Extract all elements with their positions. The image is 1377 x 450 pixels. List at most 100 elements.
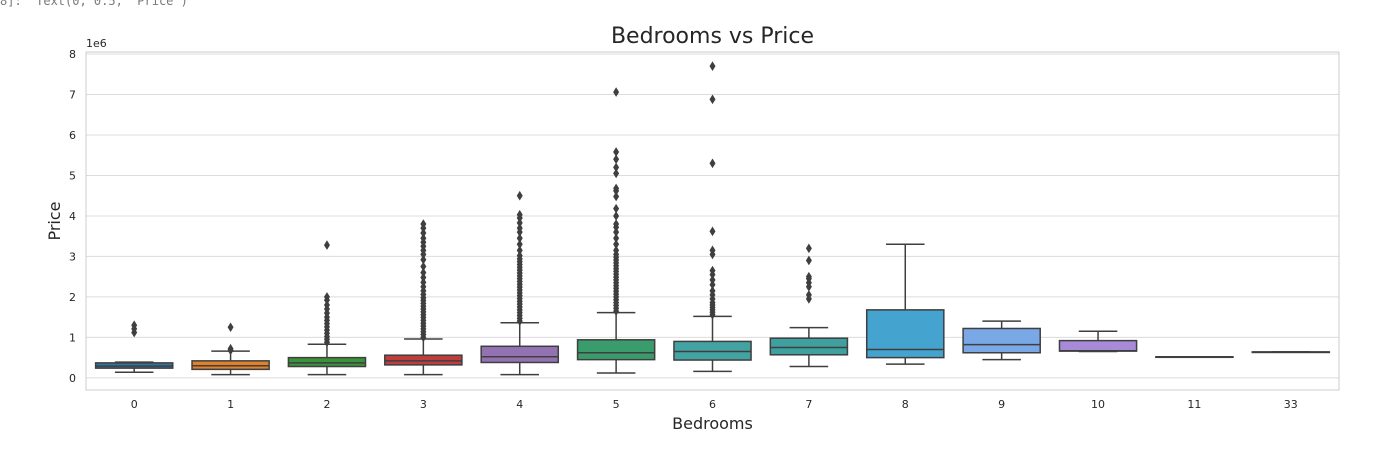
outlier-point [709,94,716,105]
outlier-point [516,239,523,250]
x-tick-label: 5 [613,398,620,411]
outlier-point [613,154,620,165]
outlier-point [805,271,812,282]
box-iqr [287,356,367,368]
outlier-point [613,147,620,157]
outlier-point [709,275,716,285]
y-tick-label: 4 [69,210,76,223]
outlier-point [516,233,523,244]
x-tick-label: 2 [323,398,330,411]
outlier-point [613,203,620,214]
box-iqr [769,337,849,356]
box-group-8 [865,243,945,365]
y-tick-label: 5 [69,169,76,182]
outlier-point [516,223,523,233]
box-group-6 [673,61,752,373]
outlier-point [613,219,620,229]
x-tick-labels: 0 1 2 3 4 5 6 7 8 9 10 11 33 [131,398,1298,411]
outlier-point [709,61,716,71]
x-tick-label: 10 [1091,398,1105,411]
box-group-4 [480,190,560,376]
outlier-point [516,250,523,261]
outlier-point [613,233,620,244]
outlier-point [420,272,427,283]
x-tick-label: 33 [1284,398,1298,411]
x-tick-label: 3 [420,398,427,411]
outlier-point [613,211,620,221]
outlier-point [805,243,812,254]
y-tick-label: 7 [69,89,76,102]
box-iqr [576,339,656,361]
outlier-point [709,226,716,237]
box-iqr [1058,339,1138,352]
box-group-0 [94,320,174,373]
outlier-point [323,292,330,302]
outlier-point [420,261,427,272]
y-axis-label: Price [45,201,64,240]
outlier-point [613,227,620,237]
outlier-point [613,168,620,179]
x-tick-label: 11 [1187,398,1201,411]
x-tick-label: 6 [709,398,716,411]
grid-lines [86,53,1339,379]
x-tick-label: 0 [131,398,138,411]
outlier-point [613,239,620,250]
outlier-point [613,162,620,173]
box-group-11 [1155,356,1234,359]
plot-frame [85,51,1340,391]
outlier-point [709,279,716,290]
box-iqr [865,309,945,359]
box-iqr [962,327,1041,354]
outlier-point [420,254,427,265]
outlier-point [420,267,427,278]
outlier-point [709,286,716,296]
outlier-point [516,190,523,201]
box-group-10 [1058,330,1138,353]
x-tick-label: 1 [227,398,234,411]
outlier-point [709,265,716,276]
chart-title: Bedrooms vs Price [611,24,814,49]
outlier-point [323,300,330,310]
y-tick-label: 3 [69,250,76,263]
outlier-point [709,158,716,169]
outlier-point [227,322,234,333]
outlier-point [420,233,427,244]
outlier-point [805,255,812,266]
box-group-5 [576,87,656,374]
outlier-point [516,218,523,228]
y-tick-label: 0 [69,372,76,385]
outlier-point [613,191,620,202]
outlier-point [420,277,427,288]
box-group-1 [191,322,270,376]
outlier-point [613,245,620,256]
outlier-point [323,240,330,250]
outlier-point [420,228,427,238]
outlier-point [613,183,620,194]
y-offset-label: 1e6 [86,37,107,50]
x-tick-label: 9 [998,398,1005,411]
outlier-point [420,219,427,229]
outlier-point [131,320,138,331]
outlier-point [613,87,620,97]
outlier-point [805,290,812,300]
box-iqr [673,340,752,361]
y-tick-labels: 0 1 2 3 4 5 6 7 8 [69,48,76,385]
box-group-2 [287,240,367,376]
x-tick-label: 4 [516,398,523,411]
x-tick-label: 7 [805,398,812,411]
outlier-point [227,343,234,354]
y-tick-label: 1 [69,331,76,344]
y-tick-label: 2 [69,291,76,304]
outlier-point [516,209,523,220]
y-tick-label: 8 [69,48,76,61]
outlier-point [709,245,716,256]
box-group-33 [1251,351,1331,354]
y-tick-label: 6 [69,129,76,142]
box-group-9 [962,320,1041,361]
outlier-point [516,245,523,256]
box-group-7 [769,243,849,368]
x-tick-label: 8 [902,398,909,411]
box-group-3 [384,219,463,376]
box-iqr [480,345,560,364]
